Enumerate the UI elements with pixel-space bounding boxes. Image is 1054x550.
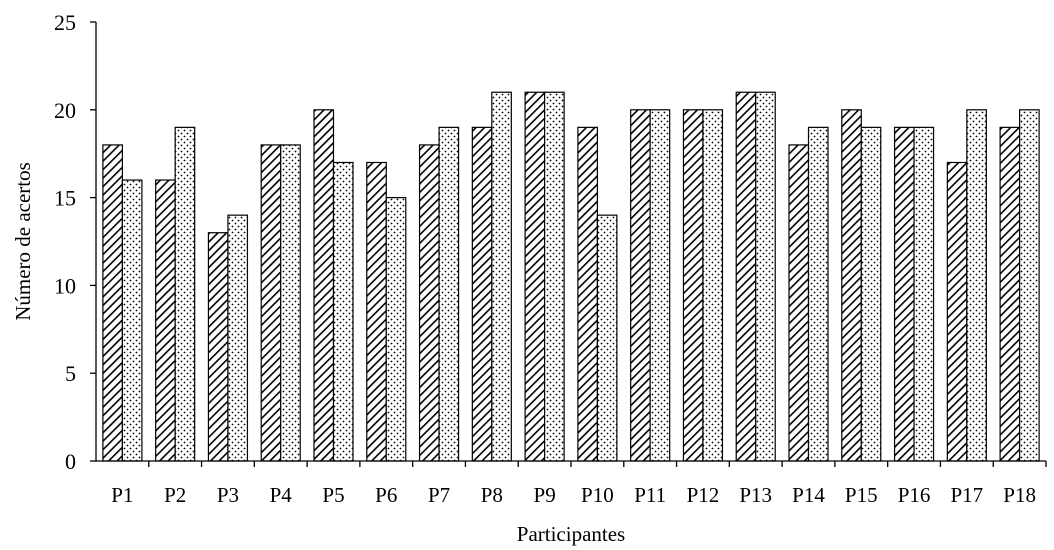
bar-p1-series-2: [121, 179, 143, 462]
bars-group: [102, 91, 1040, 462]
x-tick-label-p8: P8: [481, 483, 503, 507]
bar-p7-series-2: [438, 126, 460, 462]
bar-p9-series-1: [524, 91, 546, 462]
y-tick-label: 25: [54, 10, 76, 35]
bar-p3-series-2: [227, 214, 249, 462]
bar-p18-series-2: [1019, 109, 1040, 462]
bar-p12-series-2: [702, 109, 724, 462]
bar-p1-series-1: [102, 144, 123, 462]
bar-p15-series-2: [860, 126, 882, 462]
bar-p3-series-1: [207, 232, 229, 462]
x-tick-label-p13: P13: [739, 483, 772, 507]
bar-p4-series-2: [280, 144, 301, 462]
x-tick-label-p17: P17: [950, 483, 983, 507]
x-tick-label-p7: P7: [428, 483, 450, 507]
bar-p10-series-1: [577, 126, 598, 462]
x-tick-label-p6: P6: [375, 483, 397, 507]
bar-p6-series-1: [366, 161, 387, 462]
x-tick-label-p15: P15: [845, 483, 878, 507]
bar-p18-series-1: [999, 126, 1021, 462]
x-tick-label-p5: P5: [322, 483, 344, 507]
bar-p11-series-1: [630, 109, 651, 462]
bar-p7-series-1: [418, 144, 440, 462]
x-tick-label-p11: P11: [634, 483, 666, 507]
y-tick-label: 0: [65, 449, 76, 474]
x-tick-label-p14: P14: [792, 483, 825, 507]
x-axis-title: Participantes: [517, 522, 625, 546]
bar-p9-series-2: [544, 91, 565, 462]
bar-p13-series-2: [755, 91, 776, 462]
x-tick-label-p9: P9: [534, 483, 556, 507]
bar-p11-series-2: [649, 109, 671, 462]
bar-p14-series-2: [807, 126, 829, 462]
x-tick-label-p2: P2: [164, 483, 186, 507]
y-tick-label: 5: [65, 361, 76, 386]
y-tick-label: 10: [54, 273, 76, 298]
x-tick-label-p4: P4: [270, 483, 293, 507]
x-tick-label-p10: P10: [581, 483, 614, 507]
bar-p5-series-2: [332, 161, 354, 462]
bar-p6-series-2: [385, 197, 407, 462]
x-tick-label-p3: P3: [217, 483, 239, 507]
bar-p2-series-1: [155, 179, 176, 462]
bar-p8-series-1: [471, 126, 493, 462]
bar-p10-series-2: [596, 214, 618, 462]
bar-p13-series-1: [735, 91, 757, 462]
bar-p17-series-2: [966, 109, 987, 462]
x-tick-label-p12: P12: [687, 483, 720, 507]
x-tick-label-p1: P1: [111, 483, 133, 507]
bar-p16-series-2: [913, 126, 935, 462]
y-axis-title: Número de acertos: [11, 162, 35, 321]
bar-p4-series-1: [260, 144, 282, 462]
bar-p12-series-1: [682, 109, 704, 462]
bar-p5-series-1: [313, 109, 335, 462]
bar-p16-series-1: [893, 126, 915, 462]
x-tick-label-p16: P16: [898, 483, 931, 507]
bar-p2-series-2: [174, 126, 196, 462]
y-tick-label: 20: [54, 98, 76, 123]
bar-p8-series-2: [491, 91, 512, 462]
y-tick-label: 15: [54, 186, 76, 211]
y-axis-ticks: 0 5 10 15 20 25: [54, 10, 96, 474]
bar-p17-series-1: [946, 161, 968, 462]
x-tick-label-p18: P18: [1003, 483, 1036, 507]
bar-p15-series-1: [841, 109, 862, 462]
bar-p14-series-1: [788, 144, 810, 462]
x-axis-ticks: P1 P2 P3 P4 P5 P6 P7 P8 P9 P10 P11 P12 P13 P14 P15 P16 P…: [111, 461, 1047, 507]
